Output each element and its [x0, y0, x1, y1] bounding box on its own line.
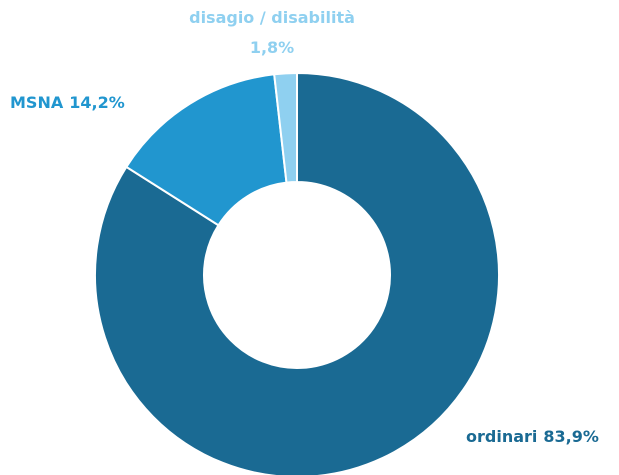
value-label: 83,9% — [543, 427, 599, 446]
value-label: 1,8% — [250, 38, 294, 57]
donut-slice — [124, 73, 288, 227]
category-label: disagio / disabilità — [189, 8, 355, 27]
category-label: ordinari — [466, 427, 537, 446]
slice-label: disagio / disabilità 1,8% — [189, 8, 355, 57]
donut-slice — [273, 71, 298, 184]
value-label: 14,2% — [69, 93, 125, 112]
slice-label: MSNA 14,2% — [10, 93, 125, 112]
donut-slice — [94, 71, 500, 475]
slice-label: ordinari 83,9% — [466, 427, 599, 446]
category-label: MSNA — [10, 93, 64, 112]
